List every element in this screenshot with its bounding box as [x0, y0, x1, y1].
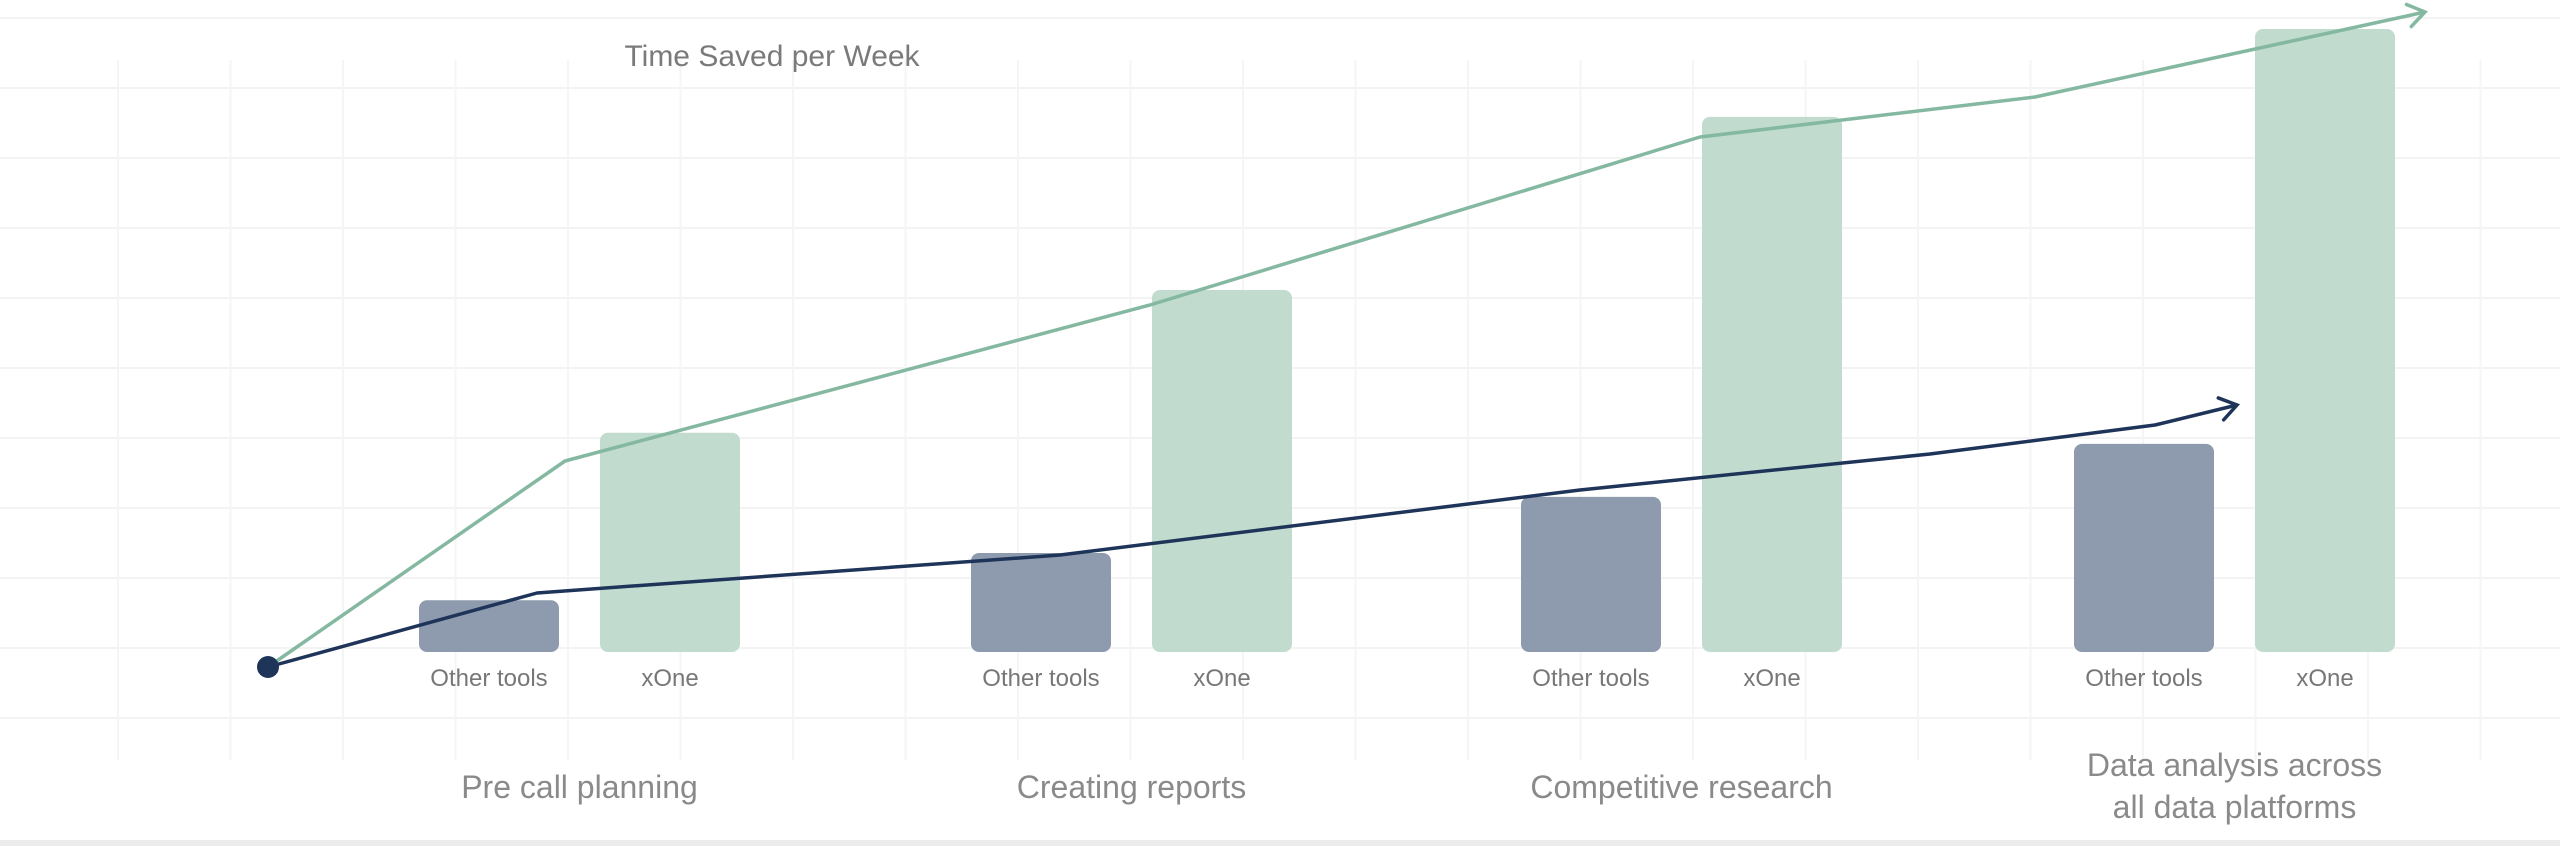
bottom-divider [0, 840, 2560, 846]
bar-xone [2255, 29, 2395, 652]
trend-lines [257, 2, 2429, 678]
xone-trend-line-arrowhead-icon [2404, 2, 2429, 29]
other-tools-trend-line [267, 403, 2238, 669]
bar-xone [1152, 290, 1292, 652]
bar-other-tools [1521, 496, 1661, 652]
xone-trend-line [267, 10, 2426, 669]
bar-label: xOne [2296, 665, 2353, 692]
bar-label: Other tools [430, 665, 547, 692]
bar-other-tools [2074, 443, 2214, 652]
chart-title: Time Saved per Week [624, 40, 920, 73]
bar-label: xOne [1743, 665, 1800, 692]
category-label: Pre call planning [461, 769, 698, 805]
bar-label: xOne [641, 665, 698, 692]
category-label: Creating reports [1017, 769, 1246, 805]
bar-other-tools [419, 600, 559, 652]
labels: Other tools Other tools Other tools Other t… [430, 665, 2382, 825]
bar-label: Other tools [1532, 665, 1649, 692]
bar-xone [1702, 116, 1842, 652]
category-label: Competitive research [1530, 769, 1832, 805]
bar-other-tools [971, 552, 1111, 652]
bar-xone [600, 432, 740, 652]
other-tools-trend-line-arrowhead-icon [2216, 396, 2241, 422]
bar-label: Other tools [982, 665, 1099, 692]
bars [419, 29, 2395, 652]
origin-dot [257, 656, 279, 678]
category-label: Data analysis across [2087, 747, 2382, 783]
category-label: all data platforms [2113, 789, 2357, 825]
bar-label: xOne [1193, 665, 1250, 692]
bar-label: Other tools [2085, 665, 2202, 692]
